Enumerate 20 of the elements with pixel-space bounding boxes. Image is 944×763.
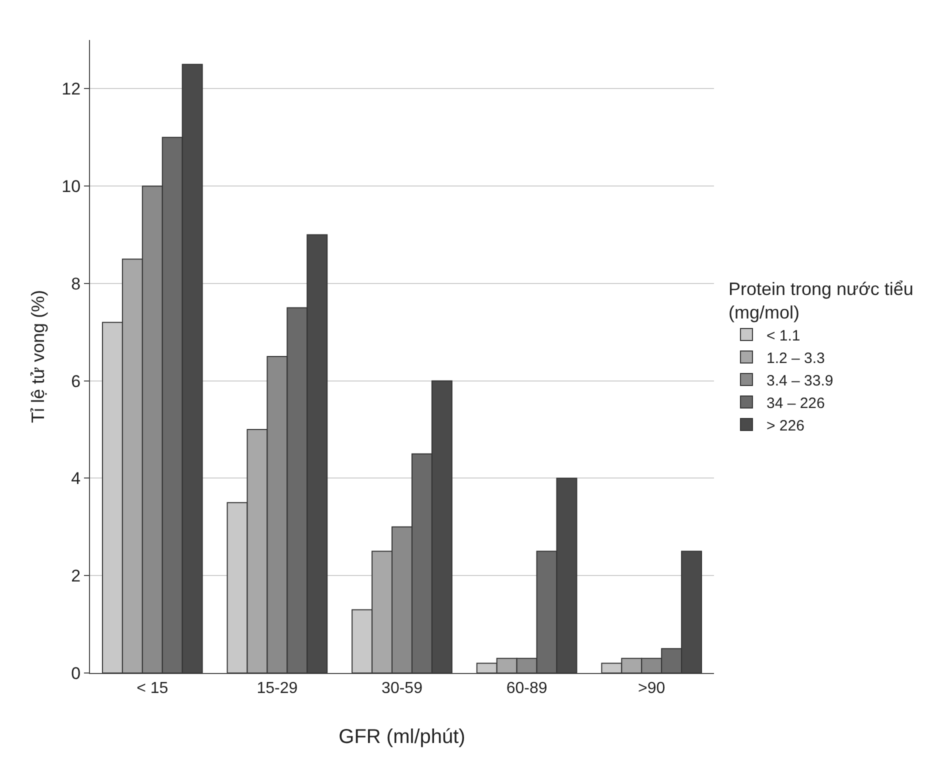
legend-label: 1.2 – 3.3: [766, 350, 825, 367]
y-tick-label: 12: [62, 80, 81, 99]
legend-title: Protein trong nước tiểu (mg/mol): [728, 278, 914, 322]
y-tick-label: 4: [71, 469, 81, 488]
x-tick-label: 60-89: [506, 680, 548, 698]
y-tick-label: 0: [71, 664, 81, 683]
x-axis-title: GFR (ml/phút): [338, 726, 466, 748]
legend-label: 3.4 – 33.9: [766, 372, 834, 390]
legend-label: > 226: [766, 417, 804, 434]
legend-label: 34 – 226: [766, 394, 825, 412]
y-tick-label: 8: [71, 274, 81, 294]
x-tick-label: 15-29: [256, 680, 298, 698]
x-tick-label: < 15: [136, 680, 168, 698]
x-tick-label: 30-59: [382, 680, 423, 698]
legend-label: < 1.1: [766, 327, 800, 344]
y-tick-label: 6: [71, 372, 81, 391]
y-tick-label: 2: [71, 566, 81, 586]
x-tick-label: >90: [638, 680, 666, 698]
y-axis-title: Tỉ lệ tử vong (%): [28, 290, 48, 424]
y-tick-label: 10: [62, 177, 81, 196]
